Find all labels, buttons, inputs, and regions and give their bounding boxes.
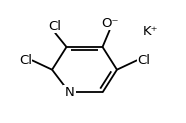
Text: N: N	[65, 86, 74, 99]
Text: Cl: Cl	[19, 54, 32, 67]
Text: Cl: Cl	[49, 20, 61, 33]
Text: O⁻: O⁻	[101, 17, 118, 30]
Text: Cl: Cl	[137, 54, 150, 67]
Text: K⁺: K⁺	[142, 25, 158, 38]
